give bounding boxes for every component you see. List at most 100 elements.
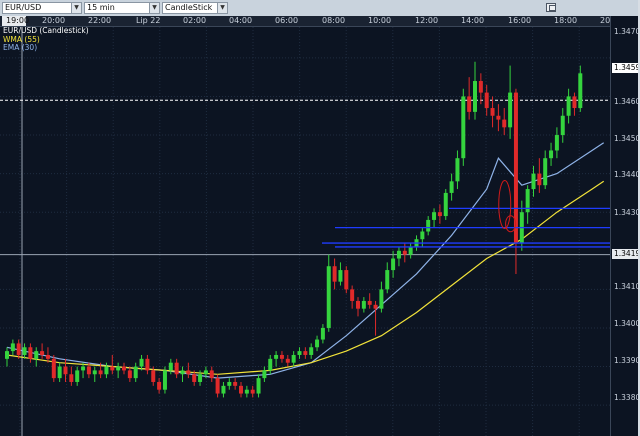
candle-body [122,366,126,371]
candle-body [373,304,378,309]
candle-body [180,370,185,375]
time-label: 12:00 [415,16,439,25]
symbol-select[interactable]: EUR/USD ▼ [2,2,82,14]
annotation-circle [498,179,512,229]
candle-body [408,246,413,255]
candle-body [192,374,197,382]
candle-body [473,81,477,112]
candle-body [543,158,548,186]
candle-body [367,300,372,305]
candle-body [508,92,513,128]
candle-body [455,158,460,182]
chart-type-select-value: CandleStick [165,3,213,12]
candle-body [86,366,91,375]
candle-body [162,370,167,390]
candle-body [227,381,232,386]
candle-body [127,370,132,379]
legend-wma: WMA (55) [3,34,40,44]
candle-body [34,351,39,359]
time-label: 02:00 [183,16,207,25]
chart-type-select[interactable]: CandleStick ▼ [162,2,228,14]
chart-legend: EUR/USD (Candlestick) WMA (55) EMA (30) [3,26,89,53]
candle-body [57,366,62,379]
candle-body [28,347,33,359]
candle-body [326,266,331,328]
time-label: 10:00 [368,16,392,25]
candle-body [110,366,115,371]
candle-body [554,135,559,151]
price-label: 1.3440 [614,170,640,179]
candle-body [198,374,203,382]
price-axis[interactable]: 1.3470 1.3460 1.3450 1.3440 1.3430 1.341… [610,16,640,436]
candle-body [168,362,173,371]
crosshair-price-tag: 1.3419 [612,249,640,259]
time-label: 18:00 [554,16,578,25]
candle-body [92,370,97,375]
candle-body [478,81,483,93]
candle-body [490,108,495,116]
candle-body [467,96,472,112]
candle-body [502,119,507,128]
legend-ema: EMA (30) [3,43,38,52]
chevron-down-icon[interactable]: ▼ [217,3,227,13]
candle-body [385,270,390,290]
candle-body [285,358,290,363]
candle-body [291,354,296,363]
timeframe-select-value: 15 min [87,3,115,12]
candle-body [22,347,27,355]
time-label: 20:00 [42,16,66,25]
time-label: 08:00 [322,16,346,25]
legend-instrument: EUR/USD (Candlestick) [3,26,89,35]
candle-body [145,358,150,371]
time-axis: 19:00 20:00 22:00 Lip 22 02:00 04:00 06:… [0,16,610,27]
candle-body [461,96,466,159]
candle-body [116,366,121,371]
timeframe-select[interactable]: 15 min ▼ [84,2,160,14]
candle-body [262,370,267,379]
candle-body [426,219,431,232]
candle-body [10,343,15,352]
candle-body [303,351,308,355]
candle-body [297,351,302,355]
candle-body [233,381,238,386]
time-label: 06:00 [275,16,299,25]
window-border [638,0,640,436]
candle-body [75,370,80,382]
candle-body [98,370,103,375]
restore-icon[interactable] [546,3,556,12]
candle-body [402,250,407,255]
price-label: 1.3380 [614,393,640,402]
candle-body [157,381,162,390]
candle-body [16,343,21,355]
current-price-tag: 1.3459 [612,63,640,73]
candle-body [174,362,179,375]
candle-body [209,370,214,379]
price-label: 1.3410 [614,282,640,291]
candle-body [274,354,279,359]
candle-body [215,378,220,394]
price-label: 1.3470 [614,27,640,36]
candle-body [391,258,396,271]
candle-body [45,354,50,359]
chevron-down-icon[interactable]: ▼ [149,3,159,13]
candle-body [332,266,337,282]
candle-body [578,73,583,109]
candle-body [51,358,56,379]
candle-body [279,354,284,359]
candle-body [420,231,425,240]
candle-body [186,370,191,375]
price-label: 1.3430 [614,208,640,217]
price-label: 1.3400 [614,319,640,328]
time-label: 16:00 [508,16,532,25]
candle-body [63,366,68,375]
candle-body [338,270,343,282]
chart-toolbar: EUR/USD ▼ 15 min ▼ CandleStick ▼ [0,0,640,17]
candle-body [133,366,138,379]
chevron-down-icon[interactable]: ▼ [71,3,81,13]
wma-line [6,180,605,375]
candle-body [315,339,320,348]
candle-body [268,358,273,371]
candle-body [350,289,355,301]
